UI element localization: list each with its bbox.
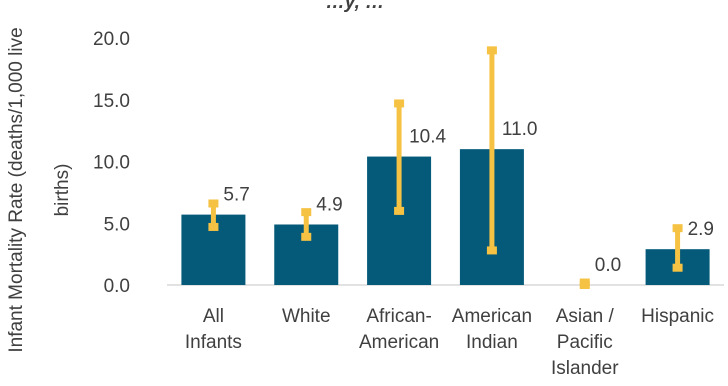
error-bar [672, 224, 683, 272]
category-label-line: American [359, 332, 439, 353]
y-axis-label: Infant Mortality Rate (deaths/1,000 live… [6, 27, 73, 352]
error-bar-cap-top [486, 46, 497, 55]
error-bar-cap-bottom [301, 232, 312, 241]
category-label-line: Islander [551, 358, 619, 379]
value-label: 0.0 [595, 255, 621, 276]
value-label: 11.0 [502, 119, 538, 140]
value-label: 5.7 [223, 185, 249, 206]
y-tick-label: 10.0 [93, 153, 130, 174]
error-bar [301, 208, 312, 241]
y-tick-label: 20.0 [93, 29, 130, 50]
category-label: White [282, 306, 331, 327]
category-label-line: Asian / [556, 306, 615, 327]
y-tick-label: 15.0 [93, 91, 130, 112]
error-bar-cap-bottom [486, 246, 497, 255]
category-label-line: Pacific [557, 332, 613, 353]
error-bar-cap-bottom [672, 263, 683, 272]
value-label: 10.4 [409, 127, 446, 148]
error-bar [579, 278, 590, 289]
value-labels: 5.7 4.9 10.4 11.0 0.0 2.9 [223, 119, 714, 276]
category-label-line: African- [366, 306, 431, 327]
category-label-line: White [282, 306, 331, 327]
error-bar-cap-top [394, 99, 405, 108]
category-label-line: All [203, 306, 224, 327]
y-axis-ticks: 0.0 5.0 10.0 15.0 20.0 [93, 29, 130, 297]
category-label: African- American [359, 306, 439, 353]
error-bar-cap-bottom [208, 222, 219, 231]
y-tick-label: 5.0 [104, 214, 130, 235]
category-label: All Infants [185, 306, 242, 353]
error-bar-cap-bottom [394, 206, 405, 215]
error-bar-cap-top [208, 199, 219, 208]
chart-title: …y, … [326, 0, 384, 13]
value-label: 2.9 [688, 219, 714, 240]
category-label-line: Infants [185, 332, 242, 353]
value-label: 4.9 [316, 194, 342, 215]
category-label: American Indian [452, 306, 532, 353]
error-bar [486, 46, 497, 255]
category-label-line: American [452, 306, 532, 327]
category-label-line: Hispanic [641, 306, 714, 327]
y-tick-label: 0.0 [104, 276, 130, 297]
error-bar [208, 199, 219, 231]
y-axis-label-line-1: Infant Mortality Rate (deaths/1,000 live [6, 27, 27, 352]
error-bar-cap-top [301, 208, 312, 217]
category-label: Asian / Pacific Islander [551, 306, 619, 379]
error-bar [394, 99, 405, 215]
bars [181, 149, 710, 285]
error-bars [208, 46, 683, 289]
error-bar-cap-top [672, 224, 683, 233]
error-bar-cap-bottom [579, 281, 590, 289]
category-label-line: Indian [466, 332, 518, 353]
y-axis-label-line-2: births) [52, 164, 73, 217]
x-axis-labels: All Infants White African- American American I… [185, 306, 714, 379]
category-label: Hispanic [641, 306, 714, 327]
